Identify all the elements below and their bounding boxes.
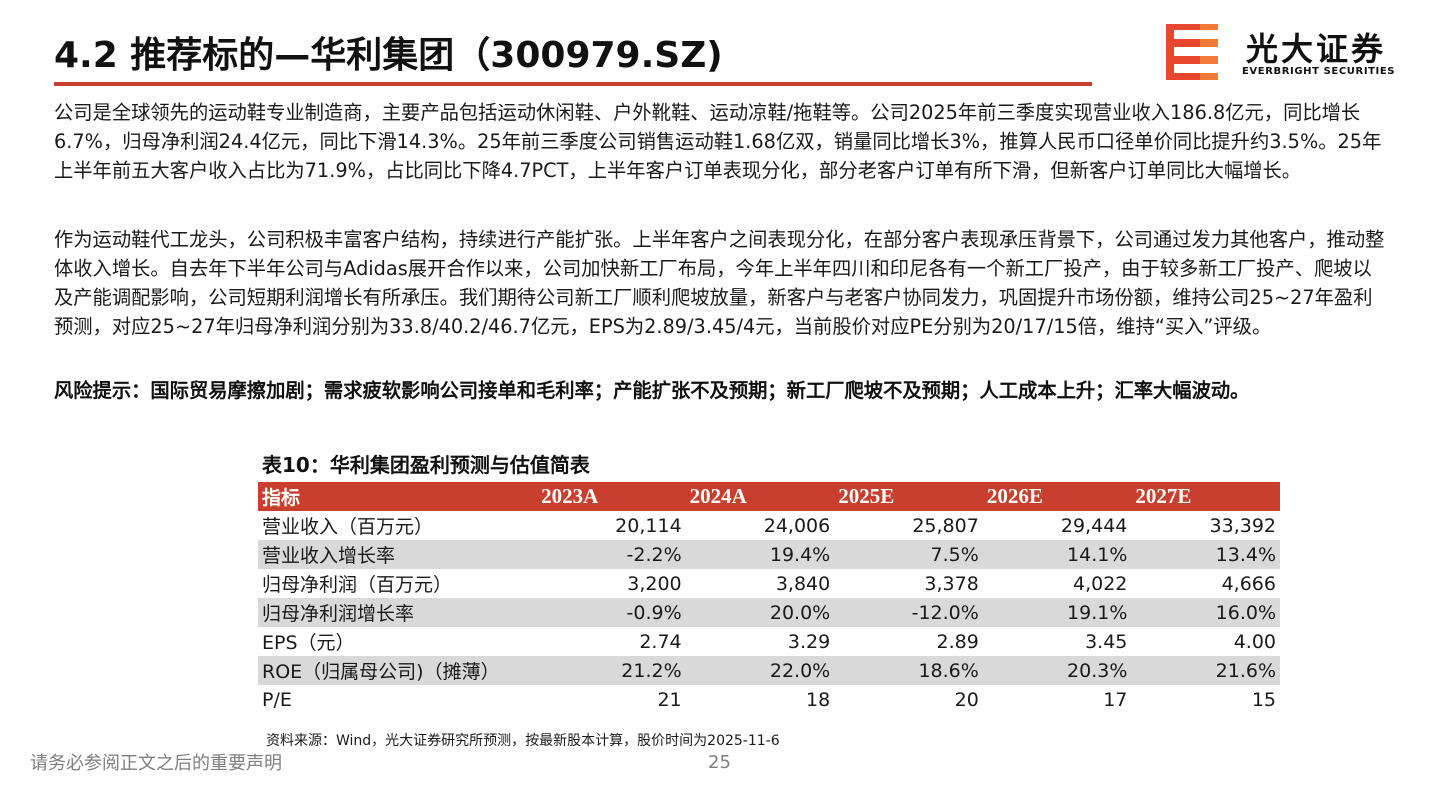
table-cell: 15: [1251, 688, 1276, 711]
header-cell: 2025E: [834, 482, 983, 511]
table-cell: 4.00: [1233, 630, 1276, 653]
table-cell: 25,807: [912, 514, 979, 537]
table-caption: 表10：华利集团盈利预测与估值简表: [262, 453, 590, 477]
table-cell: 3,840: [775, 572, 831, 595]
table-row: 营业收入（百万元） 20,114 24,006 25,807 29,444 33…: [258, 511, 1280, 540]
table-cell: 24,006: [763, 514, 831, 537]
table-cell: 13.4%: [1131, 540, 1280, 569]
paragraph-risk-warning: 风险提示：国际贸易摩擦加剧；需求疲软影响公司接单和毛利率；产能扩张不及预期；新工…: [54, 379, 1250, 402]
table-cell: -12.0%: [834, 598, 983, 627]
company-logo: 光大证券 EVERBRIGHT SECURITIES: [1160, 18, 1410, 84]
table-cell: 17: [1103, 688, 1128, 711]
row-label: 归母净利润（百万元）: [262, 574, 453, 596]
table-row: P/E 21 18 20 17 15: [258, 685, 1280, 714]
title-divider: [54, 82, 1092, 86]
table-cell: 7.5%: [834, 540, 983, 569]
table-cell: -0.9%: [537, 598, 686, 627]
table-cell: 2.74: [639, 630, 682, 653]
table-cell: 29,444: [1060, 514, 1128, 537]
table-cell: 2.89: [936, 630, 979, 653]
header-cell: 2027E: [1131, 482, 1280, 511]
header-cell: 2023A: [537, 482, 686, 511]
table-cell: 19.1%: [982, 598, 1132, 627]
table-header-row: 指标 2023A 2024A 2025E 2026E 2027E: [258, 482, 1280, 511]
logo-chinese-name: 光大证券: [1246, 30, 1387, 68]
table-cell: 21.2%: [537, 656, 686, 685]
table-row: 归母净利润增长率 -0.9% 20.0% -12.0% 19.1% 16.0%: [258, 598, 1280, 627]
table-row: 营业收入增长率 -2.2% 19.4% 7.5% 14.1% 13.4%: [258, 540, 1280, 569]
table-cell: 33,392: [1209, 514, 1276, 537]
table-cell: 3,200: [627, 572, 682, 595]
table-cell: 22.0%: [685, 656, 835, 685]
footer-disclaimer: 请务必参阅正文之后的重要声明: [30, 753, 282, 774]
row-label: 营业收入（百万元）: [262, 516, 434, 538]
table-cell: 19.4%: [685, 540, 835, 569]
table-row: ROE（归属母公司)（摊薄） 21.2% 22.0% 18.6% 20.3% 2…: [258, 656, 1280, 685]
paragraph-company-overview: 公司是全球领先的运动鞋专业制造商，主要产品包括运动休闲鞋、户外靴鞋、运动凉鞋/拖…: [54, 101, 1382, 182]
table-cell: 21: [657, 688, 682, 711]
row-label: P/E: [262, 688, 292, 711]
table-row: EPS（元） 2.74 3.29 2.89 3.45 4.00: [258, 627, 1280, 656]
table-cell: 20.0%: [685, 598, 835, 627]
table-cell: 3.45: [1085, 630, 1128, 653]
table-cell: 18: [806, 688, 831, 711]
table-cell: -2.2%: [537, 540, 686, 569]
header-cell: 2024A: [685, 482, 835, 511]
header-cell: 2026E: [982, 482, 1132, 511]
table-cell: 20.3%: [982, 656, 1132, 685]
everbright-logo-icon: [1166, 24, 1218, 80]
header-cell: 指标: [258, 482, 538, 511]
table-source-note: 资料来源：Wind，光大证券研究所预测，按最新股本计算，股价时间为2025-11…: [266, 733, 780, 749]
paragraph-investment-view: 作为运动鞋代工龙头，公司积极丰富客户结构，持续进行产能扩张。上半年客户之间表现分…: [54, 228, 1385, 338]
table-cell: 18.6%: [834, 656, 983, 685]
table-cell: 14.1%: [982, 540, 1132, 569]
row-label: 归母净利润增长率: [258, 598, 538, 627]
table-cell: 20: [954, 688, 979, 711]
table-row: 归母净利润（百万元） 3,200 3,840 3,378 4,022 4,666: [258, 569, 1280, 598]
row-label: ROE（归属母公司)（摊薄）: [258, 656, 538, 685]
earnings-forecast-table: 指标 2023A 2024A 2025E 2026E 2027E 营业收入（百万…: [258, 482, 1280, 714]
table-cell: 16.0%: [1131, 598, 1280, 627]
row-label: 营业收入增长率: [258, 540, 538, 569]
table-cell: 3,378: [924, 572, 979, 595]
table-cell: 21.6%: [1131, 656, 1280, 685]
table-cell: 20,114: [615, 514, 682, 537]
table-cell: 4,022: [1072, 572, 1128, 595]
page-title: 4.2 推荐标的—华利集团（300979.SZ): [54, 35, 723, 76]
table-cell: 4,666: [1221, 572, 1276, 595]
logo-english-name: EVERBRIGHT SECURITIES: [1242, 66, 1396, 77]
table-cell: 3.29: [787, 630, 831, 653]
page-number: 25: [708, 752, 731, 773]
row-label: EPS（元）: [262, 632, 355, 654]
